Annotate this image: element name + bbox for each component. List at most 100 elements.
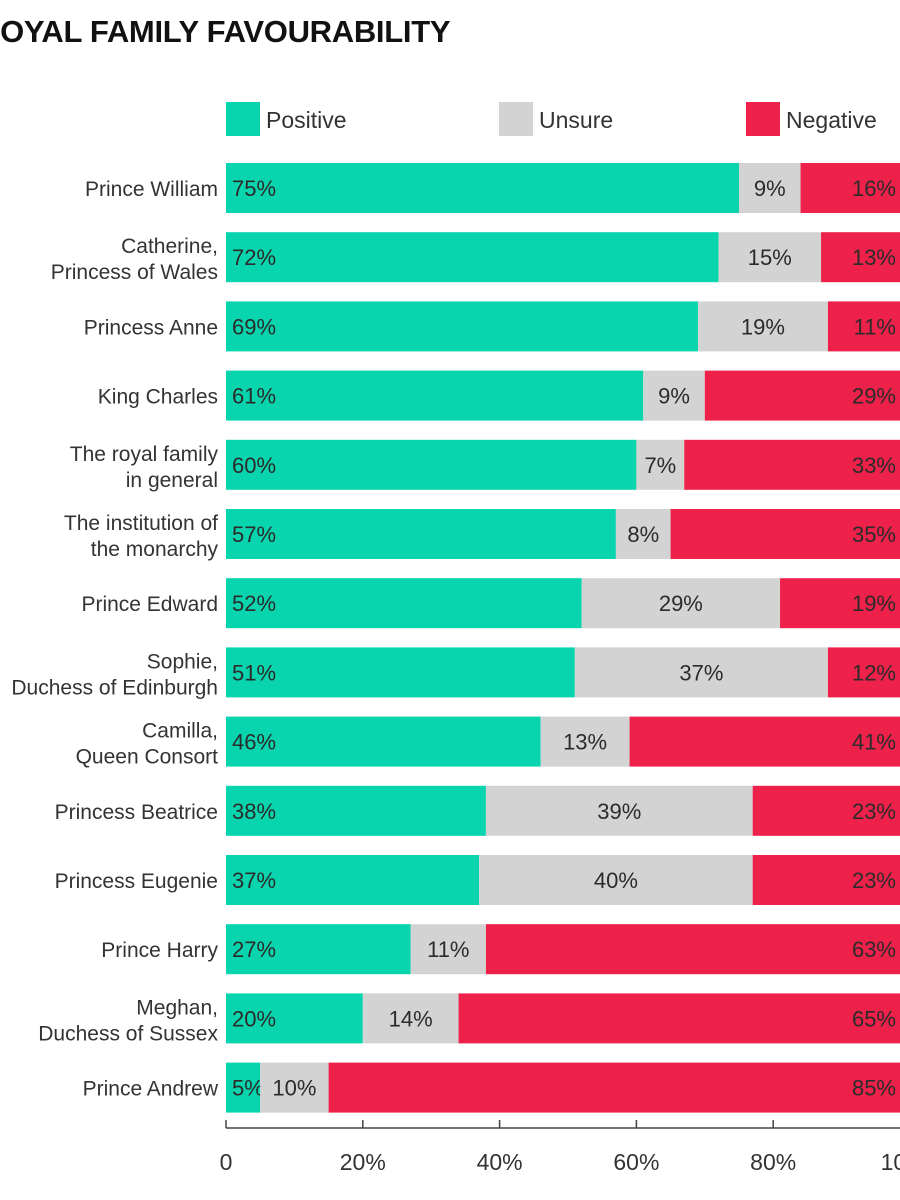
data-label-unsure: 13%: [563, 730, 607, 755]
category-label-line: Catherine,: [121, 235, 218, 258]
category-label-line: The institution of: [64, 512, 218, 535]
category-label: Princess Eugenie: [55, 870, 218, 893]
category-label-line: King Charles: [98, 386, 218, 409]
data-label-negative: 63%: [852, 937, 896, 962]
data-label-negative: 85%: [852, 1076, 896, 1101]
bar-segment-unsure: [697, 301, 828, 352]
legend-swatch-unsure: [499, 102, 533, 136]
category-label: Princess Beatrice: [55, 801, 218, 824]
category-label: The royal family in general: [70, 443, 219, 492]
bar-segment-unsure: [540, 716, 630, 767]
data-label-negative: 29%: [852, 384, 896, 409]
legend: Positive Unsure Negative: [226, 102, 877, 136]
data-label-negative: 23%: [852, 799, 896, 824]
data-label-positive: 75%: [232, 176, 276, 201]
chart-title: ROYAL FAMILY FAVOURABILITY: [0, 14, 451, 49]
category-label: King Charles: [98, 386, 218, 409]
bar-segment-positive: [226, 301, 698, 352]
data-label-negative: 13%: [852, 245, 896, 270]
data-label-unsure: 29%: [659, 591, 703, 616]
bar-segment-negative: [670, 509, 900, 559]
data-label-negative: 16%: [852, 176, 896, 201]
bar-segment-positive: [226, 647, 575, 698]
data-label-negative: 41%: [852, 730, 896, 755]
bar-segment-unsure: [362, 993, 459, 1044]
x-axis: 0 20% 40% 60% 80% 100%: [220, 1120, 900, 1175]
data-label-unsure: 9%: [658, 384, 690, 409]
data-label-negative: 11%: [854, 314, 896, 339]
legend-label-positive: Positive: [266, 107, 347, 133]
data-label-positive: 72%: [232, 245, 276, 270]
bar-segment-negative: [821, 232, 900, 283]
category-label-line: Prince Edward: [81, 593, 218, 616]
bar-segment-positive: [226, 785, 486, 836]
data-label-unsure: 19%: [741, 314, 785, 339]
data-label-unsure: 8%: [627, 522, 659, 547]
data-label-positive: 60%: [232, 453, 276, 478]
data-label-unsure: 39%: [597, 799, 641, 824]
category-label-line: Duchess of Edinburgh: [11, 676, 218, 699]
data-label-positive: 51%: [232, 660, 276, 685]
data-label-unsure: 9%: [754, 176, 786, 201]
data-label-negative: 35%: [852, 522, 896, 547]
bar-segment-negative: [704, 370, 900, 421]
x-tick-label: 0: [220, 1149, 233, 1175]
category-label-line: Sophie,: [147, 650, 218, 673]
category-label-line: the monarchy: [91, 538, 219, 561]
bar-segment-unsure: [410, 924, 486, 975]
category-label-line: Princess Beatrice: [55, 801, 218, 824]
category-labels: Prince William Catherine, Princess of Wale…: [11, 178, 218, 1101]
bar-segment-positive: [226, 232, 719, 283]
data-label-positive: 27%: [232, 937, 276, 962]
bar-segment-positive: [226, 578, 582, 629]
data-label-negative: 33%: [852, 453, 896, 478]
bar-segment-positive: [226, 855, 480, 905]
legend-label-unsure: Unsure: [539, 107, 613, 133]
bar-segment-negative: [458, 993, 900, 1044]
category-label-line: Prince Andrew: [83, 1078, 219, 1101]
bar-segment-positive: [226, 924, 411, 975]
data-label-positive: 38%: [232, 799, 276, 824]
data-label-positive: 57%: [232, 522, 276, 547]
data-label-unsure: 14%: [389, 1006, 433, 1031]
x-tick-label: 80%: [750, 1149, 796, 1175]
x-tick-label: 20%: [340, 1149, 386, 1175]
bar-segment-negative: [752, 855, 900, 905]
data-label-unsure: 10%: [272, 1076, 316, 1101]
category-label: Prince William: [85, 178, 218, 201]
bar-segment-negative: [752, 785, 900, 836]
category-label-line: Prince Harry: [101, 939, 218, 962]
data-label-positive: 37%: [232, 868, 276, 893]
category-label-line: Camilla,: [142, 720, 218, 743]
category-label: The institution of the monarchy: [64, 512, 219, 561]
data-label-negative: 19%: [852, 591, 896, 616]
bar-segment-unsure: [581, 578, 781, 629]
category-label: Princess Anne: [84, 316, 218, 339]
category-label: Sophie, Duchess of Edinburgh: [11, 650, 218, 699]
bar-segment-unsure: [615, 509, 671, 559]
data-label-unsure: 37%: [679, 660, 723, 685]
category-label-line: Princess Eugenie: [55, 870, 218, 893]
category-label-line: Queen Consort: [76, 746, 219, 769]
bar-segment-unsure: [574, 647, 828, 698]
bar-segment-positive: [226, 163, 739, 213]
bars: 75% 9% 16% 72% 15% 13% 69% 19% 11% 61% 9% 29% 60% 7% 3…: [226, 163, 900, 1113]
category-label-line: Meghan,: [136, 996, 218, 1019]
bar-segment-positive: [226, 439, 637, 490]
category-label-line: Princess of Wales: [51, 261, 218, 284]
data-label-positive: 52%: [232, 591, 276, 616]
bar-segment-positive: [226, 370, 644, 421]
bar-segment-negative: [328, 1062, 900, 1113]
category-label: Prince Harry: [101, 939, 218, 962]
data-label-unsure: 15%: [748, 245, 792, 270]
bar-segment-negative: [485, 924, 900, 975]
bar-segment-negative: [684, 439, 900, 490]
bar-segment-positive: [226, 993, 363, 1044]
category-label: Prince Andrew: [83, 1078, 219, 1101]
data-label-unsure: 40%: [594, 868, 638, 893]
bar-segment-negative: [780, 578, 900, 629]
bar-segment-negative: [800, 163, 900, 213]
category-label-line: in general: [126, 469, 218, 492]
data-label-positive: 46%: [232, 730, 276, 755]
category-label-line: Prince William: [85, 178, 218, 201]
